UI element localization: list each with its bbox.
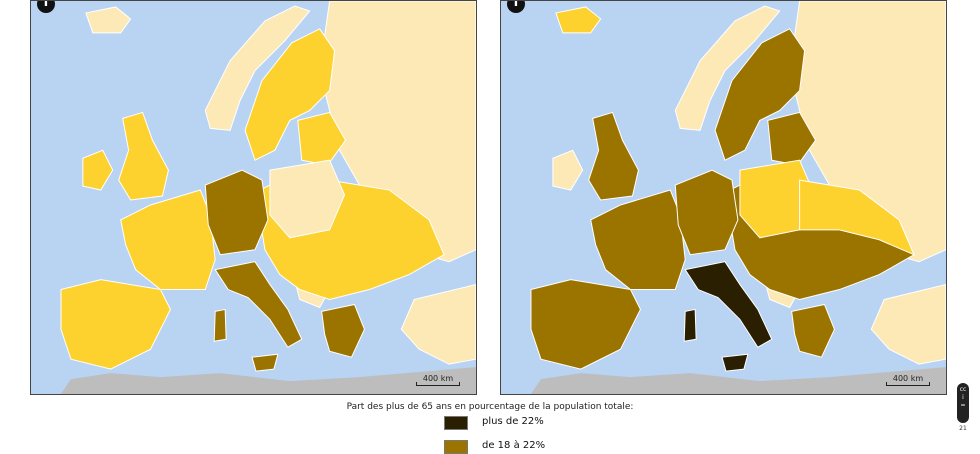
left-scale-label: 400 km <box>422 374 454 383</box>
right-map: ⬆ 400 km <box>500 0 947 395</box>
france-benelux <box>590 189 686 291</box>
legend-swatch-mid <box>444 440 468 454</box>
sicily <box>721 353 749 372</box>
creative-commons-icon: cc i = <box>957 383 969 423</box>
legend-swatch-high <box>444 416 468 430</box>
license-year: 21 <box>959 425 967 432</box>
poland <box>269 159 346 239</box>
ireland <box>552 149 584 191</box>
north-africa <box>530 367 946 394</box>
greece <box>321 303 365 358</box>
right-map-canvas <box>530 1 946 394</box>
right-scale-label: 400 km <box>892 374 924 383</box>
legend-title: Part des plus de 65 ans en pourcentage d… <box>346 402 634 412</box>
germany <box>674 169 739 256</box>
north-arrow-icon: ⬆ <box>507 1 525 13</box>
left-map: ⬆ 400 km <box>30 0 477 395</box>
italy <box>214 261 303 348</box>
iceland <box>85 6 132 34</box>
turkey-region <box>870 284 946 365</box>
north-africa <box>60 367 476 394</box>
legend-label-mid: de 18 à 22% <box>482 440 546 451</box>
left-map-canvas <box>60 1 476 394</box>
italy <box>684 261 773 348</box>
germany <box>204 169 269 256</box>
ireland <box>82 149 114 191</box>
east-eu-low <box>799 179 915 256</box>
norway-region <box>674 5 781 131</box>
sweden-finland <box>244 28 336 161</box>
iberia <box>60 279 171 370</box>
north-arrow-icon: ⬆ <box>37 1 55 13</box>
united-kingdom <box>118 111 169 201</box>
right-map-scalebar: 400 km <box>886 374 930 388</box>
united-kingdom <box>588 111 639 201</box>
sicily <box>251 353 279 372</box>
baltics <box>297 111 347 166</box>
france-benelux <box>120 189 216 291</box>
baltics <box>767 111 817 166</box>
left-map-scalebar: 400 km <box>416 374 460 388</box>
greece <box>791 303 835 358</box>
iberia <box>530 279 641 370</box>
sweden-finland <box>714 28 806 161</box>
norway-region <box>204 5 311 131</box>
legend-label-high: plus de 22% <box>482 416 544 427</box>
sardinia <box>213 308 227 342</box>
iceland <box>555 6 602 34</box>
turkey-region <box>400 284 476 365</box>
sardinia <box>683 308 697 342</box>
